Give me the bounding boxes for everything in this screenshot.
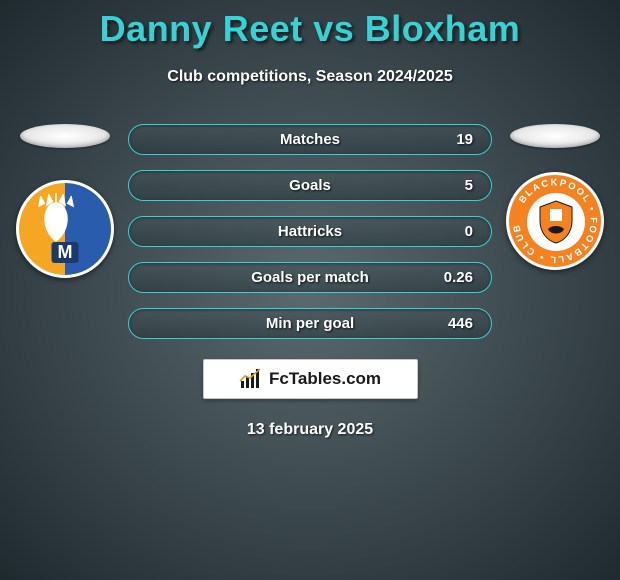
stat-label: Min per goal: [266, 315, 354, 332]
right-team-crest: BLACKPOOL • FOOTBALL • CLUB •: [506, 172, 604, 270]
shield-icon: [536, 199, 576, 245]
footer-date: 13 february 2025: [0, 421, 620, 439]
stat-right-value: 5: [465, 177, 473, 194]
stat-row-gpm: Goals per match 0.26: [128, 262, 492, 293]
bar-chart-icon: [239, 367, 263, 391]
stat-row-matches: Matches 19: [128, 124, 492, 155]
stat-right-value: 0: [465, 223, 473, 240]
stats-rows: Matches 19 Goals 5 Hattricks 0 Goals per…: [120, 124, 500, 339]
left-crest-letter: M: [52, 242, 79, 263]
stat-label: Goals per match: [251, 269, 369, 286]
branding-badge[interactable]: FcTables.com: [203, 359, 418, 399]
left-header-pill: [20, 124, 110, 148]
stat-row-hattricks: Hattricks 0: [128, 216, 492, 247]
branding-text: FcTables.com: [269, 369, 381, 389]
left-team-crest: M: [16, 180, 114, 278]
right-crest-inner: [527, 193, 585, 251]
page-title: Danny Reet vs Bloxham: [0, 0, 620, 50]
page-subtitle: Club competitions, Season 2024/2025: [0, 68, 620, 86]
stat-right-value: 0.26: [444, 269, 473, 286]
main-content: M Matches 19 Goals 5 Hattricks 0 Goals p…: [0, 124, 620, 339]
stat-row-mpg: Min per goal 446: [128, 308, 492, 339]
stat-right-value: 446: [448, 315, 473, 332]
right-header-pill: [510, 124, 600, 148]
stat-right-value: 19: [456, 131, 473, 148]
stat-label: Matches: [280, 131, 340, 148]
stat-row-goals: Goals 5: [128, 170, 492, 201]
stat-label: Goals: [289, 177, 331, 194]
left-team-panel: M: [10, 124, 120, 278]
stat-label: Hattricks: [278, 223, 342, 240]
right-team-panel: BLACKPOOL • FOOTBALL • CLUB •: [500, 124, 610, 270]
